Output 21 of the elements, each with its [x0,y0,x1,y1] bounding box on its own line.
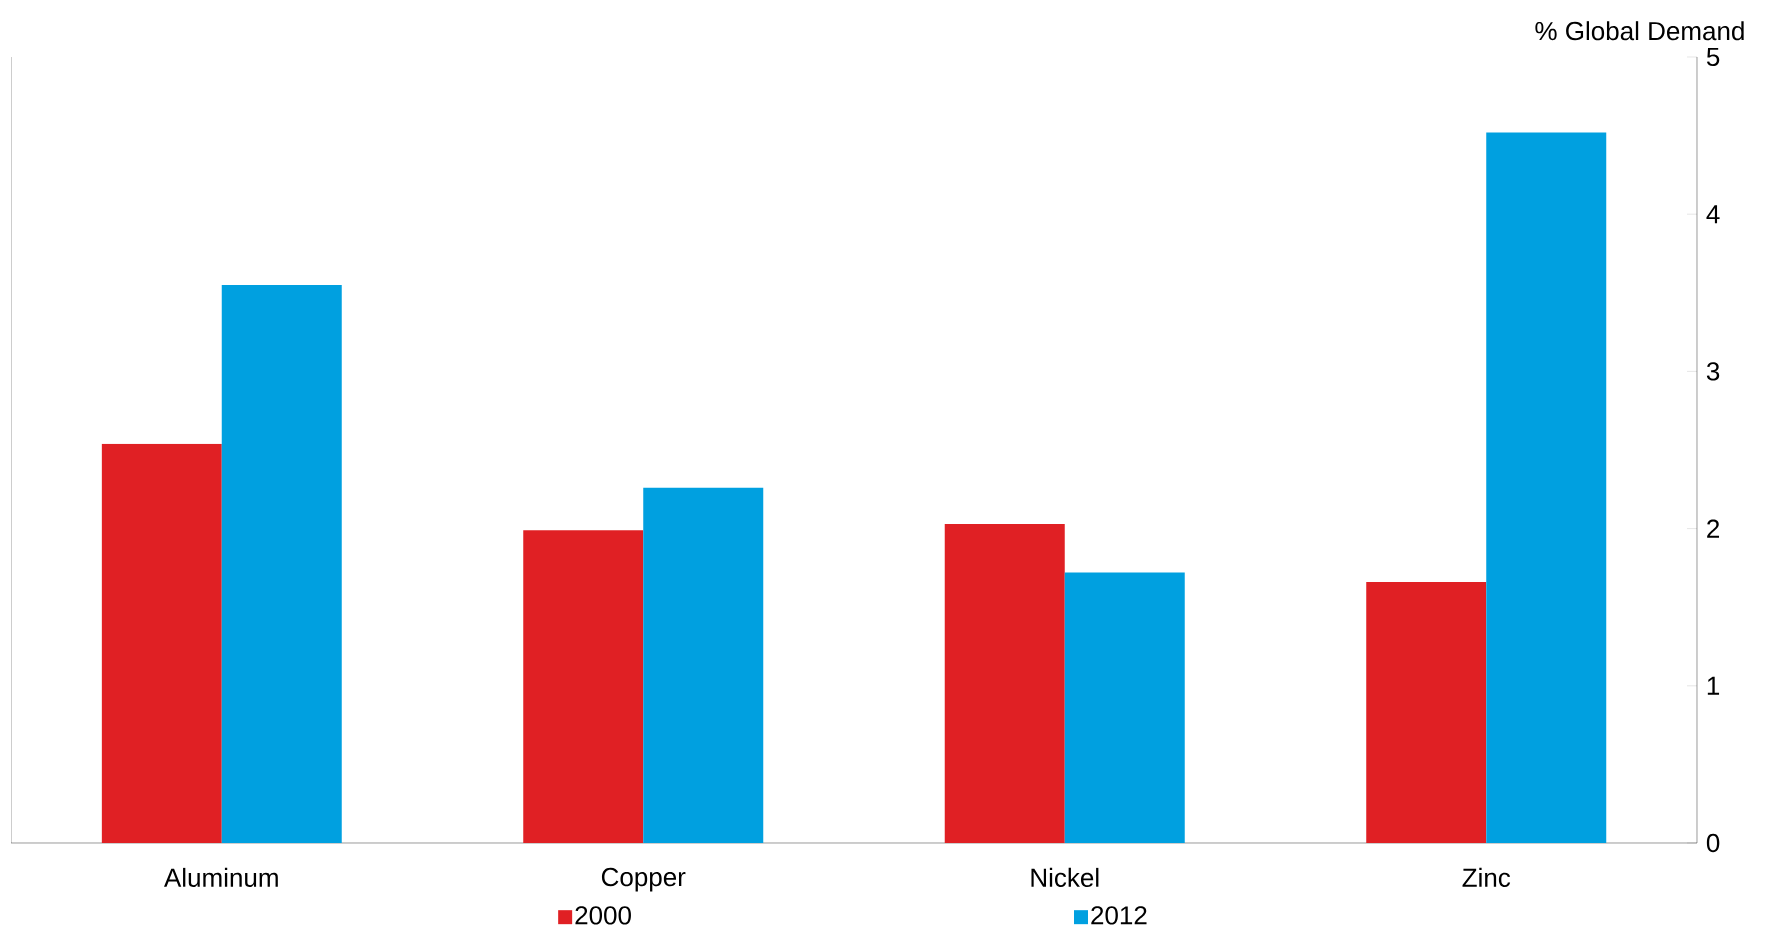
legend-label: 2012 [1091,906,1147,925]
bar [643,487,764,843]
bar [523,530,644,843]
y-tick-label: 2 [1707,519,1720,538]
x-tick-label: Nickel [1031,867,1099,887]
y-tick-label: 5 [1706,47,1720,67]
legend-label: 2000 [575,906,631,925]
y-tick-label: 3 [1706,362,1720,381]
y-tick-label: 0 [1706,833,1720,853]
y-tick-label: 4 [1706,205,1720,224]
bar [1366,582,1487,843]
y-axis-title: % Global Demand [1535,21,1744,41]
x-tick-label: Copper [601,867,686,892]
bar [1064,572,1185,843]
y-tick-label: 1 [1707,676,1720,695]
x-tick-label: Aluminum [164,867,278,887]
bar [101,443,222,843]
bar [221,284,342,843]
x-tick-label: Zinc [1462,867,1511,887]
bar [944,523,1065,843]
bar [1486,132,1607,843]
